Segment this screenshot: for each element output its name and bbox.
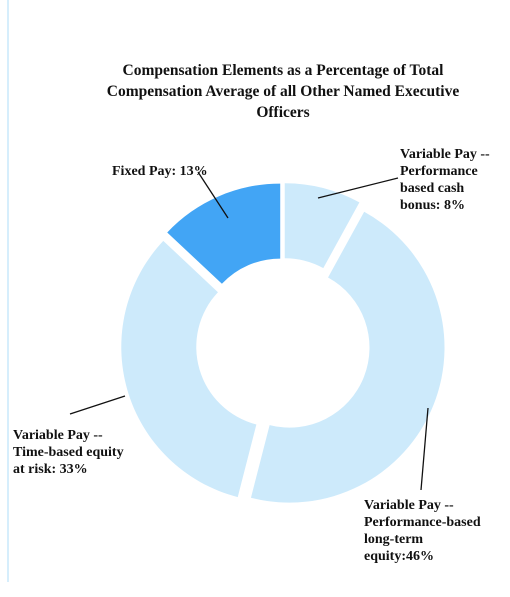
data-label: Variable Pay -- Performance-based long-t… xyxy=(364,498,481,564)
slices xyxy=(121,183,445,503)
leader-line xyxy=(420,407,429,491)
chart-title: Compensation Elements as a Percentage of… xyxy=(106,62,460,121)
leader-line xyxy=(317,177,399,199)
leader-line xyxy=(197,171,229,219)
slice xyxy=(121,240,257,498)
leader-line xyxy=(69,395,126,415)
data-label: Variable Pay -- Time-based equity at ris… xyxy=(13,428,124,477)
slice xyxy=(250,211,445,503)
data-label: Variable Pay -- Performance based cash b… xyxy=(400,147,490,213)
slice xyxy=(167,183,281,284)
data-label: Fixed Pay: 13% xyxy=(112,164,208,179)
slice xyxy=(284,183,360,269)
leader-lines xyxy=(69,171,429,491)
